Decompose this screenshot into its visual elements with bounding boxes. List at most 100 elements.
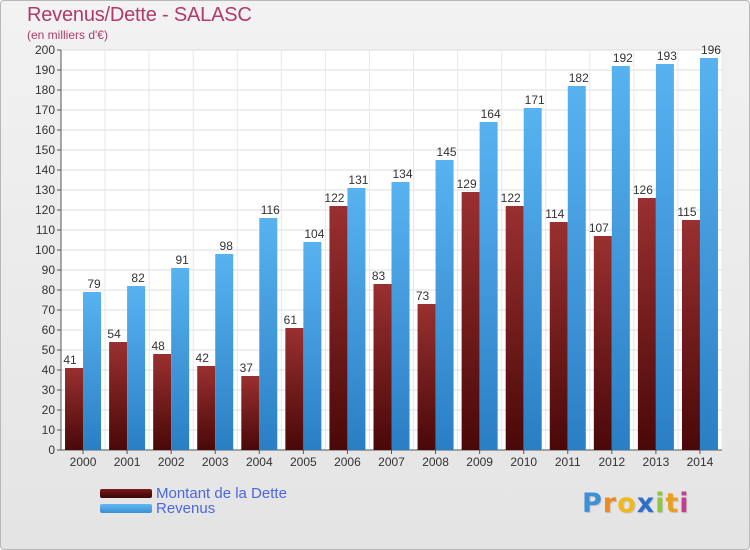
logo-letter: P (582, 488, 603, 519)
y-tick-label: 50 (42, 343, 56, 357)
data-label-dette: 54 (107, 327, 121, 341)
data-label-dette: 42 (196, 351, 210, 365)
proxiti-logo: Proxiti (582, 488, 690, 519)
y-tick-label: 150 (35, 143, 55, 157)
x-tick-label: 2007 (378, 455, 405, 469)
data-label-revenus: 91 (175, 253, 189, 267)
bar-dette (681, 220, 700, 450)
bars (65, 58, 718, 450)
bar-dette (109, 342, 128, 450)
x-tick-label: 2009 (466, 455, 493, 469)
legend-swatch-revenus (100, 504, 152, 513)
data-label-revenus: 98 (220, 239, 234, 253)
data-label-revenus: 171 (525, 93, 545, 107)
bar-revenus (523, 108, 542, 450)
data-label-dette: 37 (240, 361, 254, 375)
bar-revenus (567, 86, 586, 450)
x-tick-label: 2001 (114, 455, 141, 469)
data-label-revenus: 164 (481, 107, 501, 121)
y-tick-label: 20 (42, 403, 56, 417)
logo-letter: o (617, 488, 637, 519)
data-label-revenus: 82 (131, 271, 145, 285)
y-tick-label: 90 (42, 263, 56, 277)
x-tick-label: 2010 (510, 455, 537, 469)
x-tick-label: 2011 (555, 455, 581, 469)
bar-revenus (259, 218, 278, 450)
logo-letter: r (602, 488, 618, 519)
bar-revenus (611, 66, 630, 450)
data-label-revenus: 182 (569, 71, 589, 85)
data-label-revenus: 145 (437, 145, 457, 159)
data-label-dette: 83 (372, 269, 386, 283)
bar-revenus (655, 64, 674, 450)
y-tick-label: 140 (35, 163, 55, 177)
data-labels: 41 79 54 82 48 91 42 98 37 116 61 104 122 131 83 134 73 1… (63, 43, 721, 375)
logo-letter: x (636, 488, 656, 519)
logo-letter: t (665, 488, 680, 519)
data-label-dette: 41 (63, 353, 77, 367)
bar-dette (329, 206, 348, 450)
bar-dette (417, 304, 436, 450)
data-label-dette: 115 (677, 205, 696, 219)
x-tick-label: 2000 (70, 455, 97, 469)
bar-revenus (699, 58, 718, 450)
bar-revenus (479, 122, 498, 450)
bar-revenus (215, 254, 234, 450)
x-tick-label: 2002 (158, 455, 185, 469)
x-tick-label: 2013 (643, 455, 670, 469)
bar-dette (241, 376, 260, 450)
legend-label-revenus: Revenus (156, 500, 216, 517)
data-label-revenus: 131 (348, 173, 368, 187)
bar-dette (285, 328, 304, 450)
bar-revenus (127, 286, 146, 450)
data-label-dette: 129 (457, 177, 477, 191)
y-tick-label: 170 (35, 103, 55, 117)
logo-letter: i (679, 488, 690, 519)
x-tick-label: 2006 (334, 455, 361, 469)
x-tick-label: 2012 (598, 455, 625, 469)
x-tick-label: 2004 (246, 455, 273, 469)
data-label-dette: 48 (151, 339, 165, 353)
x-tick-label: 2008 (422, 455, 449, 469)
data-label-revenus: 116 (261, 203, 280, 217)
bar-dette (549, 222, 568, 450)
bar-dette (373, 284, 392, 450)
data-label-revenus: 134 (392, 167, 412, 181)
y-tick-label: 180 (35, 83, 55, 97)
x-tick-label: 2003 (202, 455, 229, 469)
data-label-revenus: 192 (613, 51, 633, 65)
data-label-dette: 122 (501, 191, 521, 205)
y-tick-label: 160 (35, 123, 55, 137)
bar-dette (593, 236, 612, 450)
data-label-dette: 126 (633, 183, 653, 197)
data-label-dette: 73 (416, 289, 430, 303)
bar-dette (505, 206, 524, 450)
data-label-dette: 122 (324, 191, 344, 205)
legend-label-debt: Montant de la Dette (156, 485, 287, 502)
legend-swatch-debt (100, 489, 152, 498)
bar-revenus (303, 242, 322, 450)
data-label-revenus: 104 (304, 227, 324, 241)
data-label-dette: 107 (589, 221, 609, 235)
bar-dette (153, 354, 172, 450)
data-label-revenus: 79 (87, 277, 101, 291)
y-tick-label: 100 (35, 243, 55, 257)
data-label-revenus: 193 (657, 49, 677, 63)
y-tick-label: 0 (48, 443, 55, 457)
y-tick-label: 130 (35, 183, 55, 197)
y-tick-label: 60 (42, 323, 56, 337)
x-tick-label: 2014 (687, 455, 714, 469)
y-tick-label: 110 (36, 223, 55, 237)
y-tick-label: 70 (42, 303, 56, 317)
bar-revenus (171, 268, 190, 450)
data-label-dette: 114 (545, 207, 564, 221)
bar-revenus (391, 182, 410, 450)
y-tick-label: 10 (42, 423, 56, 437)
chart-subtitle: (en milliers d'€) (27, 28, 108, 42)
y-tick-label: 40 (42, 363, 56, 377)
bar-dette (637, 198, 656, 450)
y-tick-label: 80 (42, 283, 56, 297)
data-label-dette: 61 (284, 313, 298, 327)
x-tick-label: 2005 (290, 455, 317, 469)
